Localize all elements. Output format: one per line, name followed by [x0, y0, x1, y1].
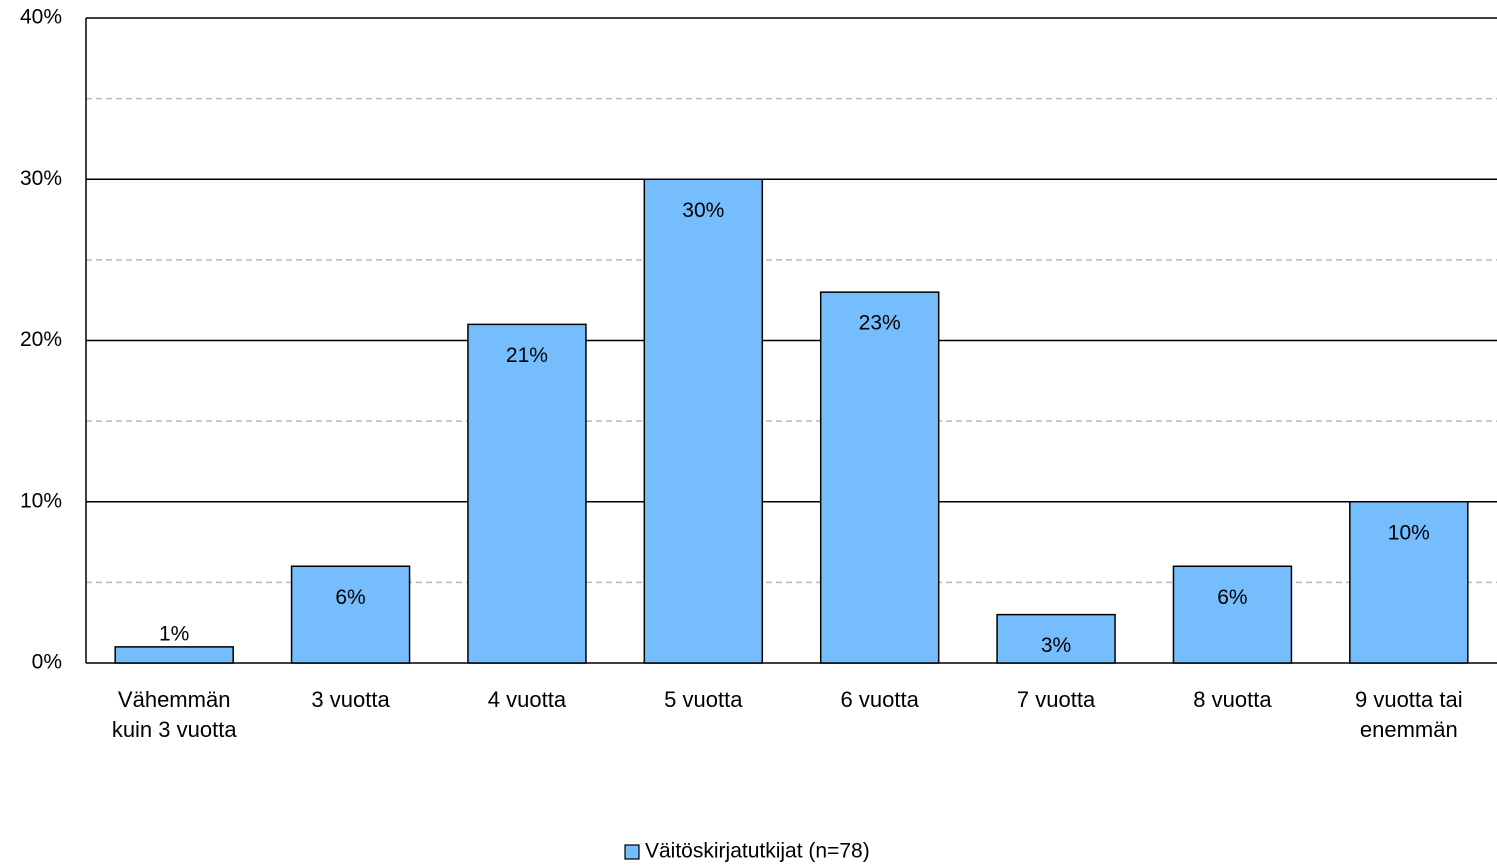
x-tick-label: Vähemmän kuin 3 vuotta	[111, 687, 237, 742]
x-tick-label: 9 vuotta tai enemmän	[1354, 687, 1463, 742]
bar	[467, 323, 587, 664]
y-tick-label: 0%	[32, 651, 62, 674]
data-label: 3%	[1041, 634, 1071, 657]
legend-label: Väitöskirjatutkijat (n=78)	[645, 840, 870, 863]
bar	[290, 565, 411, 664]
data-label: 30%	[682, 199, 724, 222]
x-tick-label: 4 vuotta	[487, 687, 567, 712]
data-label: 6%	[1217, 586, 1247, 609]
y-tick-label: 20%	[20, 328, 62, 351]
x-tick-label: 7 vuotta	[1016, 687, 1096, 712]
bar	[996, 613, 1116, 664]
x-tick-label: 5 vuotta	[664, 687, 743, 712]
y-tick-label: 40%	[20, 6, 62, 29]
x-tick-label: 3 vuotta	[311, 687, 390, 712]
bar	[1172, 565, 1293, 664]
x-tick-label: 8 vuotta	[1193, 687, 1272, 712]
bar	[1349, 501, 1469, 664]
bar	[819, 291, 940, 664]
legend-swatch	[624, 844, 640, 860]
data-label: 10%	[1388, 521, 1430, 544]
bar	[643, 178, 764, 664]
x-tick-label: 6 vuotta	[840, 687, 919, 712]
y-tick-label: 30%	[20, 167, 62, 190]
data-label: 1%	[159, 622, 189, 645]
bar	[114, 646, 234, 664]
data-label: 21%	[506, 344, 548, 367]
data-label: 23%	[859, 312, 901, 335]
data-label: 6%	[335, 586, 365, 609]
y-tick-label: 10%	[20, 489, 62, 512]
